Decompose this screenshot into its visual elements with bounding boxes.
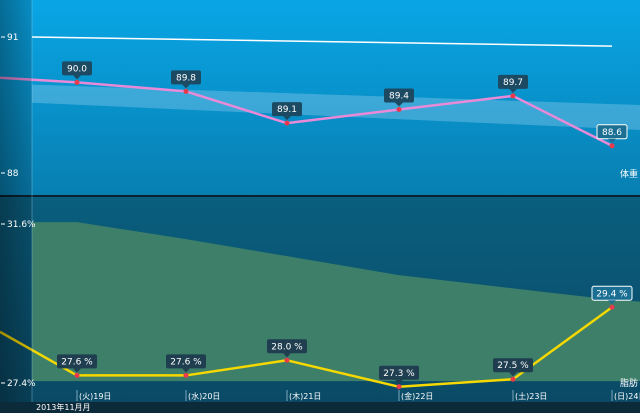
weight-value-label-text: 90.0	[67, 64, 87, 74]
weight-value-label-pointer	[283, 116, 291, 121]
fat-value-label: 27.3 %	[379, 365, 419, 384]
date-label: (木)21日	[289, 391, 321, 401]
fat-point	[284, 357, 290, 363]
y-tick-label: 91	[7, 33, 18, 43]
weight-value-label: 89.4	[384, 88, 414, 107]
weight-value-label-text: 89.7	[503, 78, 523, 88]
weight-value-label: 89.8	[171, 70, 201, 89]
fat-value-label-text: 28.0 %	[271, 342, 303, 352]
weight-band	[32, 84, 640, 130]
date-label: (金)22日	[401, 391, 433, 401]
fat-value-label-pointer	[395, 379, 403, 384]
fat-value-label-box	[166, 354, 206, 369]
weight-value-label: 89.7	[498, 74, 528, 93]
fat-value-label-text: 29.4 %	[596, 289, 628, 299]
weight-value-label-box	[62, 61, 92, 76]
weight-value-label: 90.0	[62, 61, 92, 80]
fat-series-label: 脂肪	[620, 377, 638, 389]
y-axis-shade	[0, 0, 32, 402]
weight-chart	[0, 36, 640, 149]
fat-value-label-pointer	[182, 368, 190, 373]
weight-value-label-box	[498, 74, 528, 89]
fat-value-label-pointer	[283, 353, 291, 358]
fat-value-label: 27.6 %	[57, 354, 97, 373]
fat-area	[32, 222, 640, 382]
date-label: (日)24日	[614, 392, 640, 401]
fat-value-label-pointer	[509, 372, 517, 377]
weight-value-label-pointer	[73, 75, 81, 80]
fat-point	[510, 376, 516, 382]
date-bar-background	[0, 402, 640, 413]
weight-value-label-pointer	[395, 102, 403, 107]
fat-value-label-text: 27.6 %	[170, 357, 202, 367]
fat-value-label: 29.4 %	[591, 285, 633, 305]
date-label: (水)20日	[188, 391, 220, 401]
month-label: 2013年11月月	[36, 402, 91, 412]
weight-panel-background	[0, 0, 640, 196]
weight-point	[74, 79, 80, 85]
weight-value-label-pointer	[608, 138, 616, 143]
fat-value-label-text: 27.6 %	[61, 357, 93, 367]
weight-point	[183, 88, 189, 94]
weight-value-label-box	[171, 70, 201, 85]
weight-point	[396, 107, 402, 113]
fat-value-label: 28.0 %	[267, 339, 307, 358]
fat-point	[183, 372, 189, 378]
date-label: (火)19日	[79, 392, 111, 401]
fat-value-label: 27.6 %	[166, 354, 206, 373]
fat-value-label-box	[57, 354, 97, 369]
fat-value-label-box	[379, 365, 419, 380]
weight-value-label-box	[272, 102, 302, 117]
weight-value-label-pointer	[182, 84, 190, 89]
weight-value-label-pointer	[509, 88, 517, 93]
fat-value-label: 27.5 %	[493, 358, 533, 377]
weight-value-label: 88.6	[596, 124, 628, 143]
weight-point	[609, 143, 615, 149]
weight-value-label-text: 89.4	[389, 92, 409, 102]
y-tick-label: 88	[7, 169, 19, 179]
y-tick-label: 31.6%	[7, 220, 36, 230]
date-label: (土)23日	[515, 391, 547, 401]
fat-value-label-pointer	[608, 300, 616, 305]
value-labels: 90.0 89.8 89.1 89.4 89.7 88.6 27.6 % 27.6 % 28.0…	[57, 61, 633, 384]
weight-point	[284, 120, 290, 126]
weight-target-line	[31, 36, 613, 47]
weight-value-label-text: 89.1	[277, 105, 297, 115]
fat-value-label-box	[493, 358, 533, 373]
fat-value-label-text: 27.3 %	[383, 369, 415, 379]
fat-value-label-text: 27.5 %	[497, 361, 529, 371]
fat-point	[74, 372, 80, 378]
weight-point	[510, 93, 516, 99]
weight-value-label-text: 89.8	[176, 73, 196, 83]
fat-point	[396, 384, 402, 390]
fat-value-label-pointer	[73, 368, 81, 373]
fat-chart	[0, 222, 640, 390]
weight-value-label-box	[384, 88, 414, 103]
fat-point	[609, 304, 615, 310]
y-tick-label: 27.4%	[7, 379, 36, 389]
weight-value-label-text: 88.6	[602, 128, 622, 138]
weight-series-label: 体重	[620, 168, 638, 180]
fat-value-label-box	[267, 339, 307, 354]
weight-value-label: 89.1	[272, 102, 302, 121]
